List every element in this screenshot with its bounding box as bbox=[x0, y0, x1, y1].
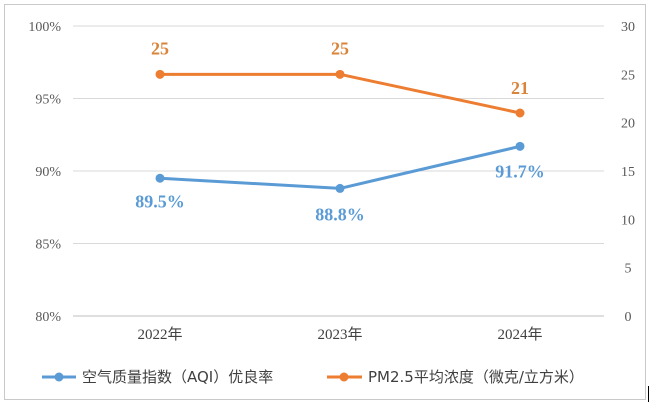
text-cursor bbox=[648, 386, 649, 402]
right-tick-label: 10 bbox=[621, 213, 635, 228]
pm25-series-point bbox=[515, 108, 525, 118]
pm25-series-line bbox=[160, 72, 521, 115]
right-tick-label: 20 bbox=[621, 117, 635, 132]
left-axis-ticks: 80% 85% 90% 95% 100% bbox=[28, 20, 61, 325]
left-tick-label: 80% bbox=[35, 310, 61, 325]
legend-aqi-marker bbox=[54, 372, 64, 382]
category-label: 2022年 bbox=[137, 326, 182, 343]
category-label: 2024年 bbox=[497, 326, 542, 343]
pm25-series-data-label: 21 bbox=[511, 78, 529, 98]
aqi-series-data-label: 89.5% bbox=[135, 191, 185, 211]
pm25-series-data-label: 25 bbox=[151, 38, 169, 58]
pm25-series-point bbox=[155, 69, 165, 79]
category-labels: 2022年 2023年 2024年 bbox=[137, 326, 542, 343]
gridlines bbox=[73, 25, 604, 244]
right-tick-label: 0 bbox=[625, 310, 632, 325]
left-tick-label: 85% bbox=[35, 238, 61, 253]
aqi-series-data-label: 88.8% bbox=[315, 204, 365, 224]
aqi-series-line bbox=[159, 144, 521, 190]
right-tick-label: 30 bbox=[621, 20, 635, 35]
chart-frame bbox=[4, 4, 646, 400]
left-tick-label: 95% bbox=[35, 93, 61, 108]
legend-pm25-label: PM2.5平均浓度（微克/立方米） bbox=[368, 368, 584, 386]
aqi-series-data-label: 91.7% bbox=[495, 161, 545, 181]
right-axis-ticks: 0 5 10 15 20 25 30 bbox=[621, 20, 635, 325]
aqi-series-point bbox=[155, 173, 165, 183]
legend: 空气质量指数（AQI）优良率 PM2.5平均浓度（微克/立方米） bbox=[42, 368, 584, 386]
category-label: 2023年 bbox=[317, 326, 362, 343]
aqi-series-point bbox=[335, 183, 345, 193]
series-layer: 89.5% 88.8% 91.7% 25 25 21 bbox=[135, 38, 545, 224]
right-tick-label: 25 bbox=[621, 68, 635, 83]
left-tick-label: 100% bbox=[28, 20, 61, 35]
aqi-series-point bbox=[515, 141, 525, 151]
legend-aqi-label: 空气质量指数（AQI）优良率 bbox=[82, 368, 273, 386]
left-tick-label: 90% bbox=[35, 165, 61, 180]
pm25-series-data-label: 25 bbox=[331, 38, 349, 58]
pm25-series-point bbox=[335, 69, 345, 79]
legend-pm25-marker bbox=[339, 372, 349, 382]
right-tick-label: 15 bbox=[621, 165, 635, 180]
right-tick-label: 5 bbox=[625, 262, 632, 277]
